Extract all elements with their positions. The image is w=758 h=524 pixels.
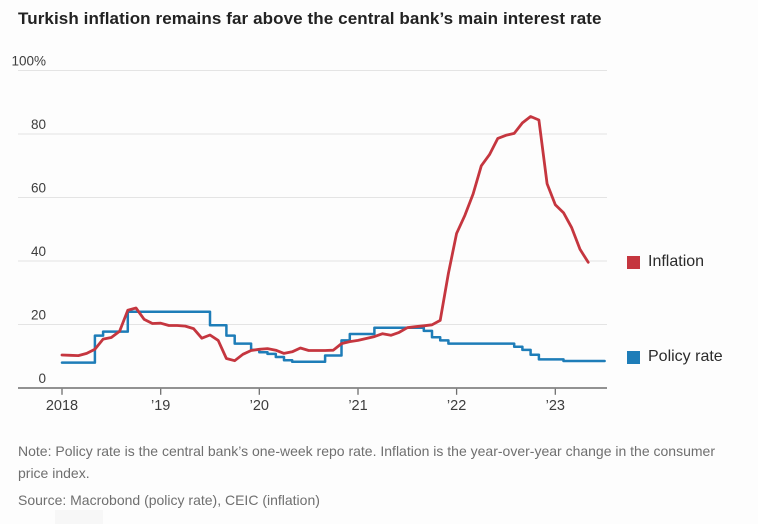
x-tick-label: ’23 <box>546 398 565 414</box>
y-tick-label: 0 <box>38 371 46 386</box>
series-line-policy-rate <box>60 310 606 364</box>
legend-item-inflation: Inflation <box>627 253 704 271</box>
bottom-left-partial-element <box>55 510 103 524</box>
policy-rate-swatch-icon <box>627 350 640 364</box>
series-line-inflation <box>60 115 590 363</box>
x-tick-label: ’19 <box>151 398 170 414</box>
note-text: Note: Policy rate is the central bank’s … <box>18 443 715 481</box>
inflation-swatch-icon <box>627 255 640 269</box>
source-text: Source: Macrobond (policy rate), CEIC (i… <box>18 492 320 508</box>
y-tick-label: 100% <box>11 54 46 69</box>
y-tick-label: 80 <box>31 117 46 132</box>
x-tick-label: ’21 <box>348 398 367 414</box>
legend-item-policy-rate: Policy rate <box>627 348 723 366</box>
x-tick-label: ’20 <box>250 398 269 414</box>
x-tick-label: ’22 <box>447 398 466 414</box>
y-tick-label: 60 <box>31 181 46 196</box>
legend-label-inflation: Inflation <box>648 253 705 270</box>
legend-label-policy-rate: Policy rate <box>648 348 723 365</box>
y-tick-label: 20 <box>31 308 46 323</box>
x-tick-label: 2018 <box>46 398 78 414</box>
chart-title: Turkish inflation remains far above the … <box>18 9 602 28</box>
y-tick-label: 40 <box>31 244 46 259</box>
